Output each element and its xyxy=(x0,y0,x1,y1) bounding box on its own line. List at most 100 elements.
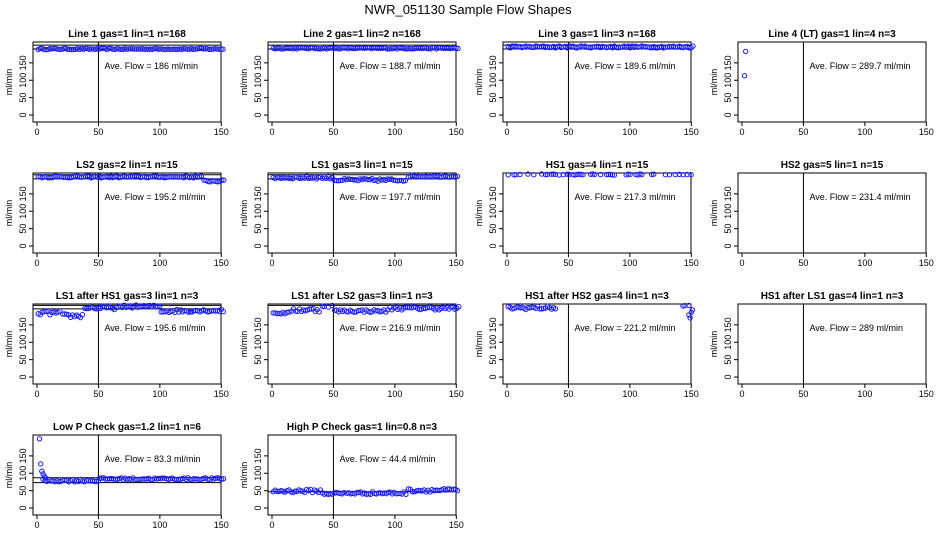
data-point xyxy=(687,315,693,321)
panel-2: Line 2 gas=1 lin=2 n=168 0 50 100 150 0 50 100 1… xyxy=(239,29,464,137)
panel-4: Line 4 (LT) gas=1 lin=4 n=3 0 50 100 150 0 50 1… xyxy=(709,29,934,137)
data-point xyxy=(525,171,531,177)
y-tick-label: 0 xyxy=(18,375,28,380)
x-tick-label: 50 xyxy=(93,127,103,137)
x-tick-label: 150 xyxy=(449,389,464,399)
y-tick-label: 150 xyxy=(723,317,733,332)
x-tick-label: 50 xyxy=(563,127,573,137)
data-point xyxy=(341,489,347,496)
y-tick-label: 100 xyxy=(18,335,28,350)
data-point xyxy=(284,309,290,315)
data-point xyxy=(597,171,604,178)
x-tick-label: 100 xyxy=(152,127,167,137)
x-tick-label: 0 xyxy=(504,389,509,399)
y-tick-label: 100 xyxy=(253,335,263,350)
y-tick-label: 100 xyxy=(488,204,498,219)
x-tick-label: 100 xyxy=(857,258,872,268)
panel-title: Line 3 gas=1 lin=3 n=168 xyxy=(538,29,656,40)
y-tick-label: 50 xyxy=(723,93,733,103)
y-tick-label: 50 xyxy=(253,224,263,234)
x-tick-label: 150 xyxy=(214,127,229,137)
average-flow-annotation: Ave. Flow = 289.7 ml/min xyxy=(809,61,910,71)
data-point xyxy=(741,73,748,79)
x-tick-label: 0 xyxy=(504,127,509,137)
x-tick-label: 100 xyxy=(387,258,402,268)
y-tick-label: 50 xyxy=(253,486,263,496)
panel-title: Line 4 (LT) gas=1 lin=4 n=3 xyxy=(768,29,896,40)
plot-frame xyxy=(737,41,927,123)
y-axis-label: ml/min xyxy=(709,69,719,96)
data-point xyxy=(218,46,224,52)
y-tick-label: 0 xyxy=(253,244,263,249)
x-tick-label: 150 xyxy=(919,127,934,137)
data-point xyxy=(220,476,227,482)
x-tick-label: 100 xyxy=(622,258,637,268)
data-point xyxy=(156,303,163,309)
average-flow-annotation: Ave. Flow = 44.4 ml/min xyxy=(339,454,435,464)
panel-8: HS2 gas=5 lin=1 n=15 0 50 100 150 0 50 100 150 ml… xyxy=(709,160,934,268)
x-tick-label: 100 xyxy=(152,389,167,399)
figure-title: NWR_051130 Sample Flow Shapes xyxy=(364,2,572,17)
average-flow-annotation: Ave. Flow = 195.2 ml/min xyxy=(104,192,205,202)
x-tick-label: 100 xyxy=(857,127,872,137)
y-axis-label: ml/min xyxy=(239,462,249,489)
y-tick-label: 0 xyxy=(488,113,498,118)
panel-title: LS2 gas=2 lin=1 n=15 xyxy=(76,160,178,171)
x-tick-label: 100 xyxy=(387,520,402,530)
data-point xyxy=(666,172,673,178)
panel-11: HS1 after HS2 gas=4 lin=1 n=3 0 50 100 150 0 5… xyxy=(474,291,699,399)
plot-frame xyxy=(267,41,457,123)
y-tick-label: 100 xyxy=(723,204,733,219)
data-point xyxy=(651,171,657,177)
x-tick-label: 50 xyxy=(563,389,573,399)
average-flow-annotation: Ave. Flow = 195.6 ml/min xyxy=(104,323,205,333)
panel-grid: Line 1 gas=1 lin=1 n=168 0 50 100 150 0 50 100 1… xyxy=(4,29,934,530)
x-tick-label: 150 xyxy=(214,520,229,530)
data-point xyxy=(688,171,694,178)
data-point xyxy=(456,303,462,310)
x-tick-label: 0 xyxy=(504,258,509,268)
plot-frame xyxy=(502,303,692,385)
x-tick-label: 150 xyxy=(449,520,464,530)
x-tick-label: 0 xyxy=(34,520,39,530)
y-tick-label: 50 xyxy=(253,93,263,103)
x-tick-label: 0 xyxy=(739,389,744,399)
y-tick-label: 0 xyxy=(253,506,263,511)
panel-title: HS2 gas=5 lin=1 n=15 xyxy=(781,160,884,171)
x-tick-label: 150 xyxy=(684,127,699,137)
y-axis-label: ml/min xyxy=(474,331,484,358)
y-axis-label: ml/min xyxy=(4,462,14,489)
x-tick-label: 0 xyxy=(739,258,744,268)
y-tick-label: 100 xyxy=(488,335,498,350)
data-point xyxy=(402,177,409,184)
x-tick-label: 50 xyxy=(328,389,338,399)
data-point xyxy=(509,43,515,49)
panel-title: Line 1 gas=1 lin=1 n=168 xyxy=(68,29,186,40)
data-point xyxy=(517,171,523,178)
plot-frame xyxy=(267,303,457,385)
data-point xyxy=(611,172,618,178)
y-tick-label: 150 xyxy=(723,186,733,201)
y-tick-label: 100 xyxy=(253,466,263,481)
data-point xyxy=(38,461,44,467)
x-tick-label: 0 xyxy=(269,389,274,399)
y-tick-label: 150 xyxy=(488,55,498,70)
x-tick-label: 50 xyxy=(563,258,573,268)
x-tick-label: 150 xyxy=(214,389,229,399)
panel-7: HS1 gas=4 lin=1 n=15 0 50 100 150 0 50 100 150 ml… xyxy=(474,160,699,268)
y-tick-label: 150 xyxy=(18,55,28,70)
data-point xyxy=(39,468,45,474)
data-point xyxy=(57,308,63,314)
panel-title: HS1 after HS2 gas=4 lin=1 n=3 xyxy=(525,291,669,302)
data-point xyxy=(580,172,586,178)
average-flow-annotation: Ave. Flow = 186 ml/min xyxy=(104,61,198,71)
average-flow-annotation: Ave. Flow = 197.7 ml/min xyxy=(339,192,440,202)
panel-5: LS2 gas=2 lin=1 n=15 0 50 100 150 0 50 100 150 ml… xyxy=(4,160,229,268)
x-tick-label: 0 xyxy=(34,127,39,137)
data-point xyxy=(511,172,517,178)
y-tick-label: 150 xyxy=(18,317,28,332)
y-tick-label: 0 xyxy=(488,375,498,380)
y-tick-label: 0 xyxy=(253,113,263,118)
data-point xyxy=(221,177,227,183)
